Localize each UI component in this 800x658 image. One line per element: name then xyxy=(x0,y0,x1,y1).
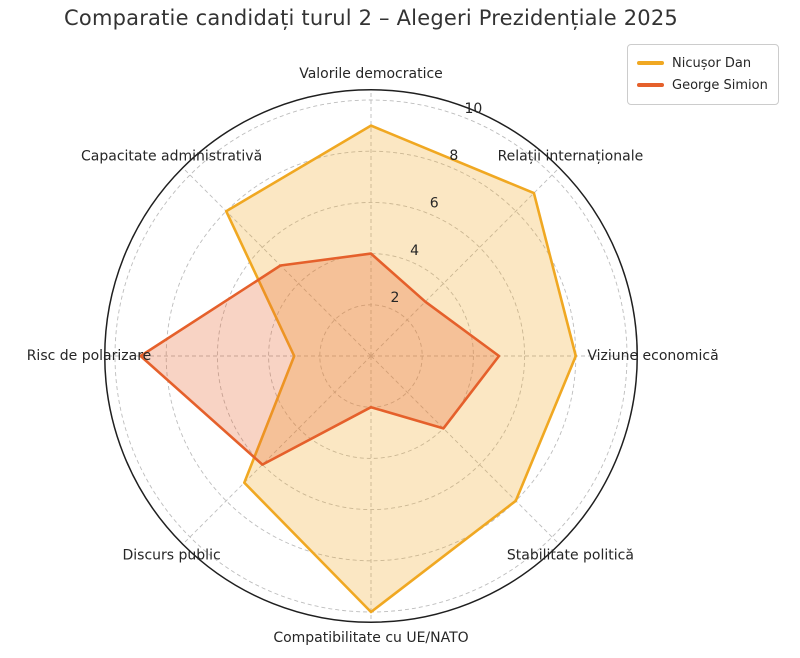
radial-tick-label-2: 2 xyxy=(391,290,400,306)
chart-title: Comparatie candidați turul 2 – Alegeri P… xyxy=(64,6,678,30)
legend-swatch-george-simion xyxy=(637,83,664,87)
grid-ring-4 xyxy=(268,253,474,459)
series-polygon-0 xyxy=(224,124,578,614)
axis-label-2: Viziune economică xyxy=(587,348,718,364)
axis-spoke-3 xyxy=(370,355,560,545)
axis-label-4: Compatibilitate cu UE/NATO xyxy=(273,630,468,646)
axis-label-5: Discurs public xyxy=(123,547,221,563)
legend-item-nicusor-dan: Nicușor Dan xyxy=(637,52,769,74)
axis-label-1: Relații internaționale xyxy=(498,149,644,165)
radial-tick-label-8: 8 xyxy=(449,148,458,164)
axis-label-6: Risc de polarizare xyxy=(27,348,152,364)
axis-spoke-1 xyxy=(370,167,560,357)
legend-item-george-simion: George Simion xyxy=(637,74,769,96)
radial-tick-label-10: 10 xyxy=(464,101,482,117)
series-polygon-1 xyxy=(139,252,501,466)
axis-label-3: Stabilitate politică xyxy=(507,547,634,563)
legend-label-george-simion: George Simion xyxy=(672,77,768,93)
outer-circle xyxy=(104,89,638,623)
axis-label-0: Valorile democratice xyxy=(299,66,443,82)
radial-tick-label-6: 6 xyxy=(430,195,439,211)
axis-label-7: Capacitate administrativă xyxy=(81,149,262,165)
grid-ring-6 xyxy=(216,201,526,511)
radial-tick-label-4: 4 xyxy=(410,243,419,259)
legend: Nicușor Dan George Simion xyxy=(627,44,779,105)
legend-swatch-nicusor-dan xyxy=(637,61,664,65)
axis-spoke-5 xyxy=(182,355,372,545)
axis-spoke-7 xyxy=(182,167,372,357)
legend-label-nicusor-dan: Nicușor Dan xyxy=(672,55,752,71)
